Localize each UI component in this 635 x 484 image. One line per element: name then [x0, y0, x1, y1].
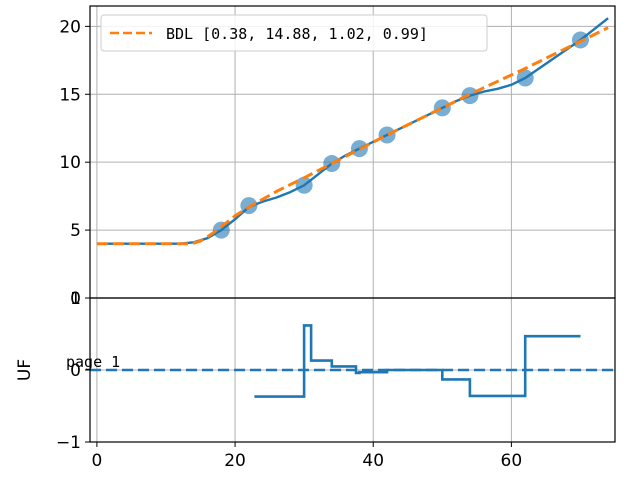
top-data-layer: [96, 17, 609, 246]
top-ytick-label-10: 10: [59, 153, 81, 173]
bottom-xtick-label-60: 60: [501, 451, 523, 471]
top-ytick-label-5: 5: [70, 221, 81, 241]
bottom-xtick-label-0: 0: [91, 451, 102, 471]
bottom-xtick-label-20: 20: [224, 451, 246, 471]
top-ytick-label-0: 0: [70, 289, 81, 309]
bottom-xtick-label-40: 40: [362, 451, 384, 471]
legend-box: [100, 14, 488, 52]
legend: BDL [0.38, 14.88, 1.02, 0.99]: [100, 14, 488, 52]
main-fit-panel: 0 5 10 15 20 BDL [0.38, 14.88, 1.02, 0.99]: [59, 5, 616, 309]
top-ytick-label-20: 20: [59, 17, 81, 37]
data-curve-line: [96, 17, 609, 245]
bottom-ytick-label-1: 1: [70, 289, 81, 309]
top-ytick-label-15: 15: [59, 85, 81, 105]
bottom-data-layer: [90, 324, 615, 398]
uf-step-line: [254, 324, 581, 398]
bottom-ytick-label--1: −1: [56, 433, 81, 453]
legend-label-bdl: BDL [0.38, 14.88, 1.02, 0.99]: [166, 25, 428, 43]
page-annotation: page 1: [66, 353, 120, 371]
uf-axis-label: UF: [15, 359, 35, 381]
top-tick-labels: 0 5 10 15 20: [59, 17, 90, 309]
bdl-fit-line: [96, 26, 609, 246]
bottom-ytick-label-0: 0: [70, 361, 81, 381]
